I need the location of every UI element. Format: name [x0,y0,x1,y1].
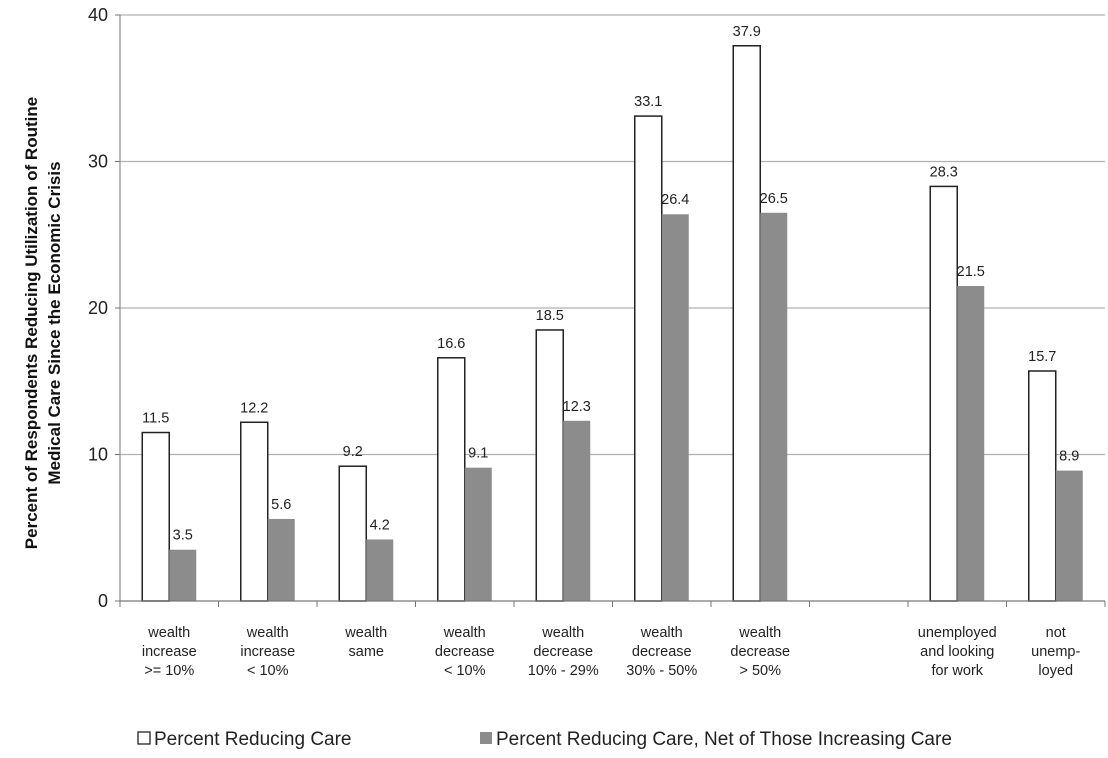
bar-net-reducing-care [661,214,689,602]
data-label: 26.5 [760,191,788,207]
x-category-label: wealth [246,625,289,641]
x-category-label: < 10% [444,663,486,679]
x-category-label: decrease [730,644,790,660]
bar-percent-reducing-care [1028,370,1057,602]
bar-net-reducing-care [760,212,788,601]
x-category-label: increase [142,644,197,660]
x-category-label: >= 10% [144,663,194,679]
legend-swatch [137,731,151,745]
y-axis-title-line: Medical Care Since the Economic Crisis [45,161,64,484]
x-category-label: decrease [435,644,495,660]
x-category-label: < 10% [247,663,289,679]
x-category-label: loyed [1038,663,1073,679]
data-label: 8.9 [1059,449,1079,465]
x-category-label: wealth [738,625,781,641]
data-label: 18.5 [536,308,564,324]
x-category-label: wealth [443,625,486,641]
bar-percent-reducing-care [338,465,367,602]
legend-item-net-of-increasing-care: Percent Reducing Care, Net of Those Incr… [480,729,952,750]
bar-net-reducing-care [957,286,985,601]
y-axis-ticks: 0 10 20 30 40 [88,5,121,611]
x-category-label: 10% - 29% [528,663,599,679]
y-tick-label: 0 [98,591,108,611]
bar-percent-reducing-care [437,357,466,602]
data-label: 9.1 [468,446,488,462]
y-tick-label: 40 [88,5,108,25]
legend: Percent Reducing Care Percent Reducing Ca… [137,729,952,750]
x-category-label: increase [240,644,295,660]
data-label: 4.2 [370,517,390,533]
data-label: 28.3 [930,164,958,180]
y-tick-label: 20 [88,298,108,318]
legend-item-percent-reducing-care: Percent Reducing Care [137,729,352,750]
bar-net-reducing-care [563,420,591,601]
legend-label: Percent Reducing Care, Net of Those Incr… [496,729,952,750]
bar-percent-reducing-care [732,45,761,602]
data-label: 21.5 [957,264,985,280]
x-category-label: wealth [344,625,387,641]
data-label: 3.5 [173,528,193,544]
data-label: 15.7 [1028,349,1056,365]
y-axis-title-line: Percent of Respondents Reducing Utilizat… [22,97,41,549]
x-category-label: decrease [533,644,593,660]
bar-net-reducing-care [464,467,492,601]
x-category-label: not [1046,625,1066,641]
bar-net-reducing-care [169,549,197,601]
data-label: 11.5 [142,411,169,427]
x-category-label: wealth [640,625,683,641]
bar-percent-reducing-care [141,431,170,602]
bar-percent-reducing-care [929,185,958,602]
x-category-label: for work [931,663,983,679]
bar-percent-reducing-care [634,115,663,602]
y-tick-label: 10 [88,445,108,465]
x-category-label: and looking [920,644,994,660]
bars [141,45,1083,602]
bar-net-reducing-care [1055,470,1083,601]
x-category-label: decrease [632,644,692,660]
legend-swatch [480,732,492,744]
x-category-label: wealth [147,625,190,641]
data-labels: 11.5 3.5 12.2 5.6 9.2 4.2 16.6 9.1 18.5 12.3 33.1 2… [142,24,1079,544]
x-category-label: same [349,644,384,660]
data-label: 33.1 [634,94,662,110]
legend-label: Percent Reducing Care [154,729,352,750]
bar-percent-reducing-care [535,329,564,602]
x-category-label: wealth [541,625,584,641]
data-label: 5.6 [271,497,291,513]
y-tick-label: 30 [88,152,108,172]
data-label: 26.4 [661,192,689,208]
x-axis-tick-marks [119,601,1106,607]
x-category-label: unemployed [918,625,997,641]
x-category-label: 30% - 50% [626,663,697,679]
bar-net-reducing-care [366,539,394,601]
bar-net-reducing-care [267,518,295,601]
bar-percent-reducing-care [240,421,269,602]
data-label: 16.6 [437,336,465,352]
data-label: 12.2 [240,400,268,416]
data-label: 37.9 [733,24,761,40]
x-axis-categories: wealth increase >= 10% wealth increase < 10% w… [142,625,1081,679]
data-label: 9.2 [343,444,363,460]
x-category-label: > 50% [739,663,781,679]
y-axis-title: Percent of Respondents Reducing Utilizat… [22,97,64,549]
x-category-label: unemp- [1031,644,1080,660]
data-label: 12.3 [563,399,591,415]
